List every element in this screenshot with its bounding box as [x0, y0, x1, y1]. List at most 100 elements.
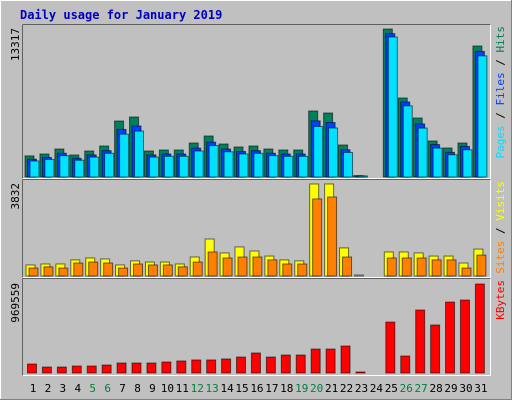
bar — [238, 153, 249, 178]
bar — [101, 364, 112, 374]
x-tick-label: 29 — [444, 382, 457, 395]
bar — [250, 352, 261, 374]
x-tick-label: 23 — [355, 382, 368, 395]
legend-entry: Visits — [494, 181, 507, 221]
x-tick-label: 21 — [325, 382, 338, 395]
bar — [191, 359, 202, 374]
bar — [103, 262, 114, 277]
bar — [401, 257, 412, 277]
bar — [353, 274, 364, 277]
bar — [193, 150, 204, 178]
legend: KBytes — [494, 280, 507, 320]
legend-separator: / — [494, 59, 507, 66]
bar — [446, 259, 457, 277]
bar — [265, 356, 276, 374]
bar — [41, 366, 52, 374]
x-tick-label: 25 — [385, 382, 398, 395]
x-tick-label: 12 — [191, 382, 204, 395]
bar — [29, 160, 40, 178]
bar — [462, 149, 473, 178]
bar — [402, 105, 413, 178]
bar — [44, 158, 55, 178]
bar — [73, 262, 84, 277]
bar — [325, 348, 336, 374]
bar — [222, 257, 233, 277]
x-tick-label: 16 — [250, 382, 263, 395]
x-tick-label: 2 — [45, 382, 52, 395]
bar — [385, 321, 396, 374]
bar — [71, 365, 82, 374]
bar — [312, 198, 323, 277]
x-tick-label: 31 — [474, 382, 487, 395]
bar — [297, 263, 308, 277]
bar — [431, 259, 442, 277]
legend-entry: Sites — [494, 241, 507, 274]
bar — [133, 263, 144, 277]
legend-separator: / — [494, 227, 507, 234]
bar — [208, 145, 219, 178]
bar — [416, 257, 427, 277]
x-tick-label: 6 — [104, 382, 111, 395]
bar — [474, 283, 485, 374]
x-tick-label: 28 — [429, 382, 442, 395]
x-tick-label: 15 — [235, 382, 248, 395]
x-tick-label: 17 — [265, 382, 278, 395]
bar — [342, 256, 353, 277]
bar — [386, 257, 397, 277]
bar — [118, 267, 129, 277]
bar — [298, 155, 309, 178]
x-tick-label: 4 — [74, 382, 81, 395]
bar — [221, 358, 232, 374]
bar — [355, 371, 366, 374]
bar — [387, 36, 398, 178]
legend: Pages / Files / Hits — [494, 26, 507, 159]
x-tick-label: 5 — [89, 382, 96, 395]
bar — [161, 361, 172, 374]
bar — [445, 301, 456, 374]
chart-title: Daily usage for January 2019 — [20, 8, 222, 22]
bar — [58, 267, 69, 277]
bar — [176, 360, 187, 374]
bar — [283, 155, 294, 178]
bar — [253, 152, 264, 178]
x-tick-label: 11 — [176, 382, 189, 395]
legend-entry: KBytes — [494, 280, 507, 320]
bar — [163, 155, 174, 178]
bar — [223, 151, 234, 178]
bar — [28, 267, 39, 277]
x-tick-label: 10 — [161, 382, 174, 395]
y-tick-label: 13317 — [9, 28, 22, 61]
bar — [252, 256, 263, 277]
bar — [432, 147, 443, 178]
bar — [131, 362, 142, 374]
x-tick-label: 8 — [134, 382, 141, 395]
bar — [417, 127, 428, 178]
bar — [146, 362, 157, 374]
bar — [477, 55, 488, 178]
x-tick-label: 1 — [30, 382, 37, 395]
x-tick-label: 24 — [370, 382, 384, 395]
bar — [207, 251, 218, 277]
x-tick-label: 30 — [459, 382, 472, 395]
x-tick-label: 27 — [415, 382, 428, 395]
bar — [178, 155, 189, 178]
bar — [459, 299, 470, 374]
bar — [43, 266, 54, 277]
bar — [237, 256, 248, 277]
x-tick-label: 20 — [310, 382, 323, 395]
legend-entry: Files — [494, 72, 507, 105]
bar — [74, 159, 85, 178]
legend-separator: / — [494, 112, 507, 119]
bar — [162, 264, 173, 277]
legend-entry: Pages — [494, 125, 507, 158]
bar — [147, 264, 158, 277]
bar — [357, 175, 368, 178]
bar — [447, 154, 458, 178]
bar — [148, 156, 159, 178]
bar — [267, 259, 278, 277]
bar — [192, 261, 203, 277]
bar — [206, 359, 217, 374]
bar — [310, 348, 321, 374]
bar — [177, 266, 188, 277]
